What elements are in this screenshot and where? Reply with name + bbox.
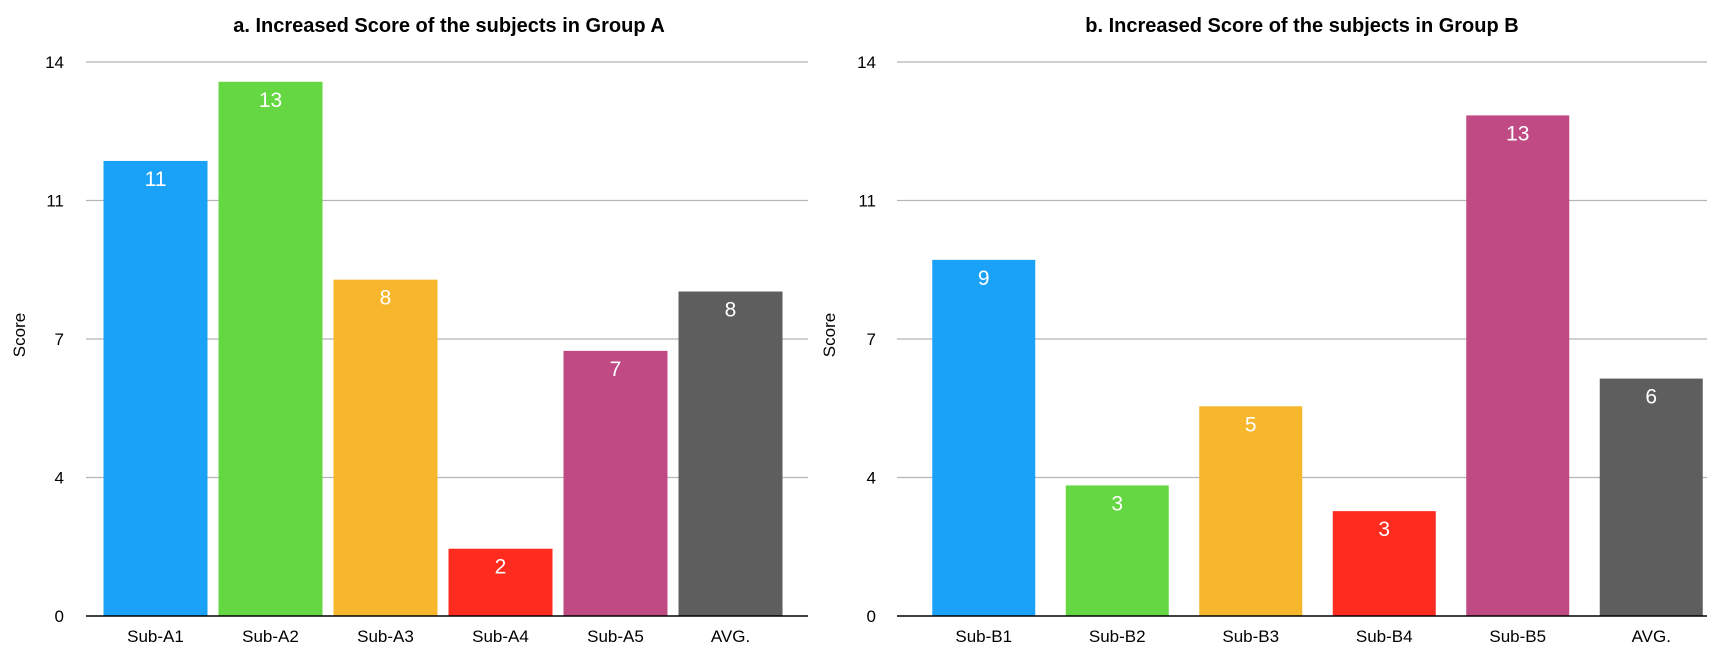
x-tick-label: Sub-B4 — [1356, 627, 1413, 646]
y-tick-label: 11 — [858, 192, 876, 211]
value-labels: 9 3 5 3 13 6 — [978, 122, 1657, 541]
bars — [932, 115, 1703, 617]
bar — [678, 291, 783, 616]
x-tick-label: Sub-A5 — [587, 627, 644, 646]
y-tick-label: 7 — [867, 330, 876, 349]
x-tick-label: Sub-B3 — [1222, 627, 1279, 646]
bar-value-label: 5 — [1245, 413, 1257, 436]
x-tick-label: AVG. — [711, 627, 750, 646]
chart-group-a: a. Increased Score of the subjects in Gr… — [10, 15, 808, 646]
bar — [103, 160, 208, 616]
chart-title: b. Increased Score of the subjects in Gr… — [1085, 15, 1518, 37]
x-tick-label: Sub-A3 — [357, 627, 414, 646]
bar — [932, 259, 1036, 616]
bar — [1065, 485, 1169, 616]
bars — [103, 81, 783, 617]
chart-group-b: b. Increased Score of the subjects in Gr… — [820, 15, 1707, 646]
bar-value-label: 9 — [978, 267, 990, 290]
category-labels: Sub-B1 Sub-B2 Sub-B3 Sub-B4 Sub-B5 AVG. — [955, 627, 1671, 646]
bar-value-label: 11 — [145, 168, 167, 191]
y-tick-label: 14 — [45, 53, 64, 72]
bar — [1599, 378, 1703, 616]
bar-value-label: 6 — [1645, 386, 1657, 409]
y-tick-label: 4 — [867, 469, 876, 488]
bar-value-label: 13 — [1506, 122, 1529, 145]
y-tick-labels: 0 4 7 11 14 — [857, 53, 876, 626]
y-axis-label: Score — [820, 313, 839, 357]
bar — [333, 279, 438, 616]
x-tick-label: Sub-B5 — [1489, 627, 1546, 646]
bar — [448, 548, 553, 616]
bar-value-label: 8 — [725, 299, 737, 322]
bar — [563, 350, 668, 616]
x-tick-label: Sub-A2 — [242, 627, 299, 646]
y-tick-label: 4 — [55, 469, 64, 488]
x-tick-label: AVG. — [1632, 627, 1671, 646]
x-tick-label: Sub-B2 — [1089, 627, 1146, 646]
x-tick-label: Sub-A1 — [127, 627, 184, 646]
y-tick-label: 11 — [46, 192, 64, 211]
y-axis-label: Score — [10, 313, 29, 357]
category-labels: Sub-A1 Sub-A2 Sub-A3 Sub-A4 Sub-A5 AVG. — [127, 627, 750, 646]
y-tick-label: 7 — [55, 330, 64, 349]
y-tick-label: 0 — [55, 607, 64, 626]
bar-value-label: 13 — [259, 89, 282, 112]
bar — [1466, 115, 1570, 617]
y-tick-labels: 0 4 7 11 14 — [45, 53, 64, 626]
bar-value-label: 3 — [1378, 518, 1390, 541]
y-tick-label: 0 — [867, 607, 876, 626]
x-tick-label: Sub-A4 — [472, 627, 529, 646]
bar — [1199, 406, 1303, 616]
x-tick-label: Sub-B1 — [955, 627, 1012, 646]
bar — [218, 81, 323, 617]
bar-value-label: 8 — [380, 287, 392, 310]
value-labels: 11 13 8 2 7 8 — [145, 89, 737, 579]
bar — [1332, 511, 1436, 616]
y-tick-label: 14 — [857, 53, 876, 72]
chart-title: a. Increased Score of the subjects in Gr… — [233, 15, 665, 37]
bar-value-label: 2 — [495, 556, 507, 579]
bar-value-label: 3 — [1111, 492, 1123, 515]
bar-value-label: 7 — [610, 358, 622, 381]
